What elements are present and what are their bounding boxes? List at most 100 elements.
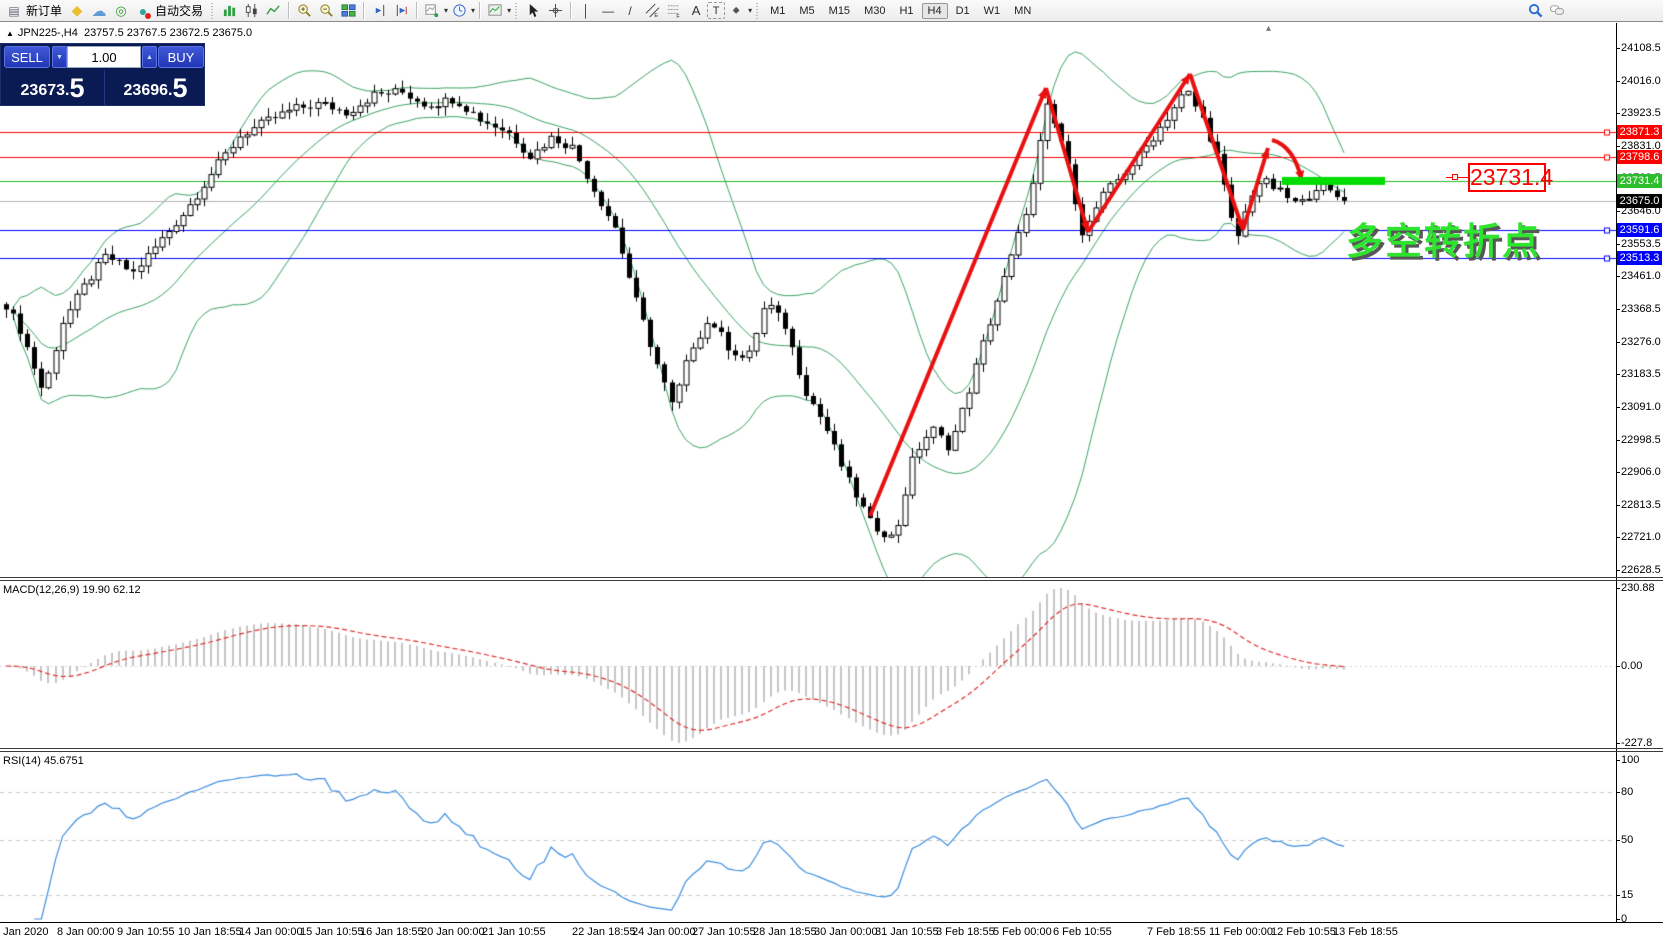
search-icon[interactable]	[1524, 0, 1546, 22]
timeframe-m15[interactable]: M15	[828, 4, 851, 17]
timeframe-h1[interactable]: H1	[899, 4, 914, 17]
time-axis-label: 22 Jan 18:55	[572, 926, 636, 938]
main-toolbar: ▤ 新订单 ◆ ☁ ◎ ● 自动交易	[0, 0, 1663, 22]
shapes-icon[interactable]: ⬥	[732, 5, 740, 16]
price-tick-mark	[1616, 145, 1620, 147]
turning-point-annotation[interactable]: 多空转折点	[1346, 221, 1541, 262]
time-axis-label: 6 Jan 2020	[0, 926, 49, 938]
time-axis-label: 14 Jan 00:00	[239, 926, 303, 938]
price-tick-mark	[1616, 341, 1620, 343]
auto-scroll-icon[interactable]	[368, 0, 390, 22]
price-badge: 23591.6	[1617, 223, 1662, 238]
ask-price-main: 23696.	[123, 82, 173, 99]
clock-icon[interactable]	[448, 0, 470, 22]
price-tick-mark	[1616, 439, 1620, 441]
new-order-icon[interactable]: ▤	[8, 3, 20, 18]
cloud-icon[interactable]: ☁	[91, 2, 107, 20]
rsi-tick-label: 80	[1621, 785, 1634, 798]
pane-divider[interactable]	[0, 580, 1663, 581]
time-axis-label: 31 Jan 10:55	[875, 926, 939, 938]
candlestick-chart-icon[interactable]	[240, 0, 262, 22]
horizontal-line-icon[interactable]: —	[602, 3, 615, 18]
zoom-in-icon[interactable]	[293, 0, 315, 22]
volume-down-button[interactable]: ▼	[52, 46, 67, 68]
clock-caret[interactable]: ▾	[471, 6, 476, 15]
rsi-tick-label: 15	[1621, 889, 1634, 902]
chart-shift-icon[interactable]	[390, 0, 412, 22]
gem-icon[interactable]: ◆	[71, 2, 83, 18]
rsi-tick-mark	[1616, 760, 1620, 761]
pane-divider[interactable]	[0, 751, 1663, 752]
toolbar-grip[interactable]	[514, 2, 520, 19]
price-tick-label: 23368.5	[1621, 302, 1661, 315]
collapse-panel-icon[interactable]: ▲	[6, 29, 14, 38]
timeframe-mn[interactable]: MN	[1014, 4, 1032, 17]
time-axis-label: 28 Jan 18:55	[753, 926, 817, 938]
new-order-label[interactable]: 新订单	[26, 4, 63, 18]
auto-trading-label[interactable]: 自动交易	[155, 4, 204, 18]
tile-windows-icon[interactable]	[337, 0, 359, 22]
bid-price[interactable]: 23673. 5	[1, 70, 104, 105]
template-icon[interactable]	[484, 0, 506, 22]
chart-shift-marker[interactable]: ▴	[1266, 23, 1272, 34]
shapes-caret[interactable]: ▾	[748, 6, 753, 15]
pane-divider[interactable]	[0, 748, 1663, 749]
toolbar-grip[interactable]	[210, 2, 216, 19]
time-axis-label: 13 Feb 18:55	[1333, 926, 1398, 938]
time-axis-label: 12 Feb 10:55	[1271, 926, 1336, 938]
pivot-price-label[interactable]: 23731.4	[1468, 163, 1554, 192]
time-axis-label: 5 Feb 00:00	[993, 926, 1052, 938]
time-axis-label: 10 Jan 18:55	[178, 926, 242, 938]
price-label-marker[interactable]	[1452, 174, 1458, 180]
volume-up-button[interactable]: ▲	[142, 46, 157, 68]
time-axis-label: 7 Feb 18:55	[1147, 926, 1206, 938]
toolbar-grip[interactable]	[755, 2, 761, 19]
line-chart-icon[interactable]	[262, 0, 284, 22]
crosshair-icon[interactable]	[544, 0, 566, 22]
macd-pane-canvas[interactable]	[0, 581, 1616, 749]
equidistant-channel-icon[interactable]: E	[641, 0, 663, 22]
macd-indicator-label: MACD(12,26,9) 19.90 62.12	[3, 584, 141, 596]
svg-text:F: F	[676, 14, 680, 18]
vertical-line-icon[interactable]: │	[582, 3, 590, 18]
add-indicator-caret[interactable]: ▾	[444, 6, 449, 15]
timeframe-w1[interactable]: W1	[983, 4, 1001, 17]
price-tick-label: 23831.0	[1621, 139, 1661, 152]
template-caret[interactable]: ▾	[507, 6, 512, 15]
pane-divider[interactable]	[0, 577, 1663, 578]
time-axis-label: 6 Feb 10:55	[1053, 926, 1112, 938]
timeframe-m1[interactable]: M1	[770, 4, 786, 17]
rsi-tick-label: 0	[1621, 913, 1628, 925]
timeframe-m5[interactable]: M5	[799, 4, 815, 17]
rsi-pane-canvas[interactable]	[0, 752, 1616, 922]
zoom-out-icon[interactable]	[315, 0, 337, 22]
rsi-tick-label: 100	[1621, 754, 1640, 766]
chat-icon[interactable]	[1546, 0, 1568, 22]
volume-input[interactable]	[67, 46, 141, 68]
sell-button[interactable]: SELL	[4, 46, 50, 68]
trendline-icon[interactable]: /	[628, 3, 632, 18]
ask-price[interactable]: 23696. 5	[105, 70, 206, 105]
macd-tick-mark	[1616, 588, 1620, 589]
time-axis-label: 20 Jan 00:00	[421, 926, 485, 938]
buy-button[interactable]: BUY	[158, 46, 204, 68]
cursor-icon[interactable]	[522, 0, 544, 22]
fibonacci-icon[interactable]: F	[663, 0, 685, 22]
price-tick-label: 22998.5	[1621, 433, 1661, 446]
time-axis-label: 8 Jan 00:00	[57, 926, 115, 938]
price-tick-mark	[1616, 211, 1620, 213]
text-icon[interactable]: A	[691, 3, 701, 18]
timeframe-h4[interactable]: H4	[921, 2, 948, 19]
macd-tick-label: -227.8	[1621, 737, 1653, 749]
text-label-icon[interactable]: T	[707, 2, 726, 19]
price-badge: 23798.6	[1617, 150, 1662, 165]
timeframe-d1[interactable]: D1	[955, 4, 970, 17]
add-indicator-icon[interactable]	[421, 0, 443, 22]
signal-icon[interactable]: ◎	[115, 2, 127, 18]
auto-trading-icon[interactable]: ●	[132, 0, 154, 22]
main-chart-canvas[interactable]	[0, 23, 1616, 578]
rsi-indicator-label: RSI(14) 45.6751	[3, 755, 84, 767]
bar-chart-icon[interactable]	[218, 0, 240, 22]
timeframe-m30[interactable]: M30	[864, 4, 886, 17]
